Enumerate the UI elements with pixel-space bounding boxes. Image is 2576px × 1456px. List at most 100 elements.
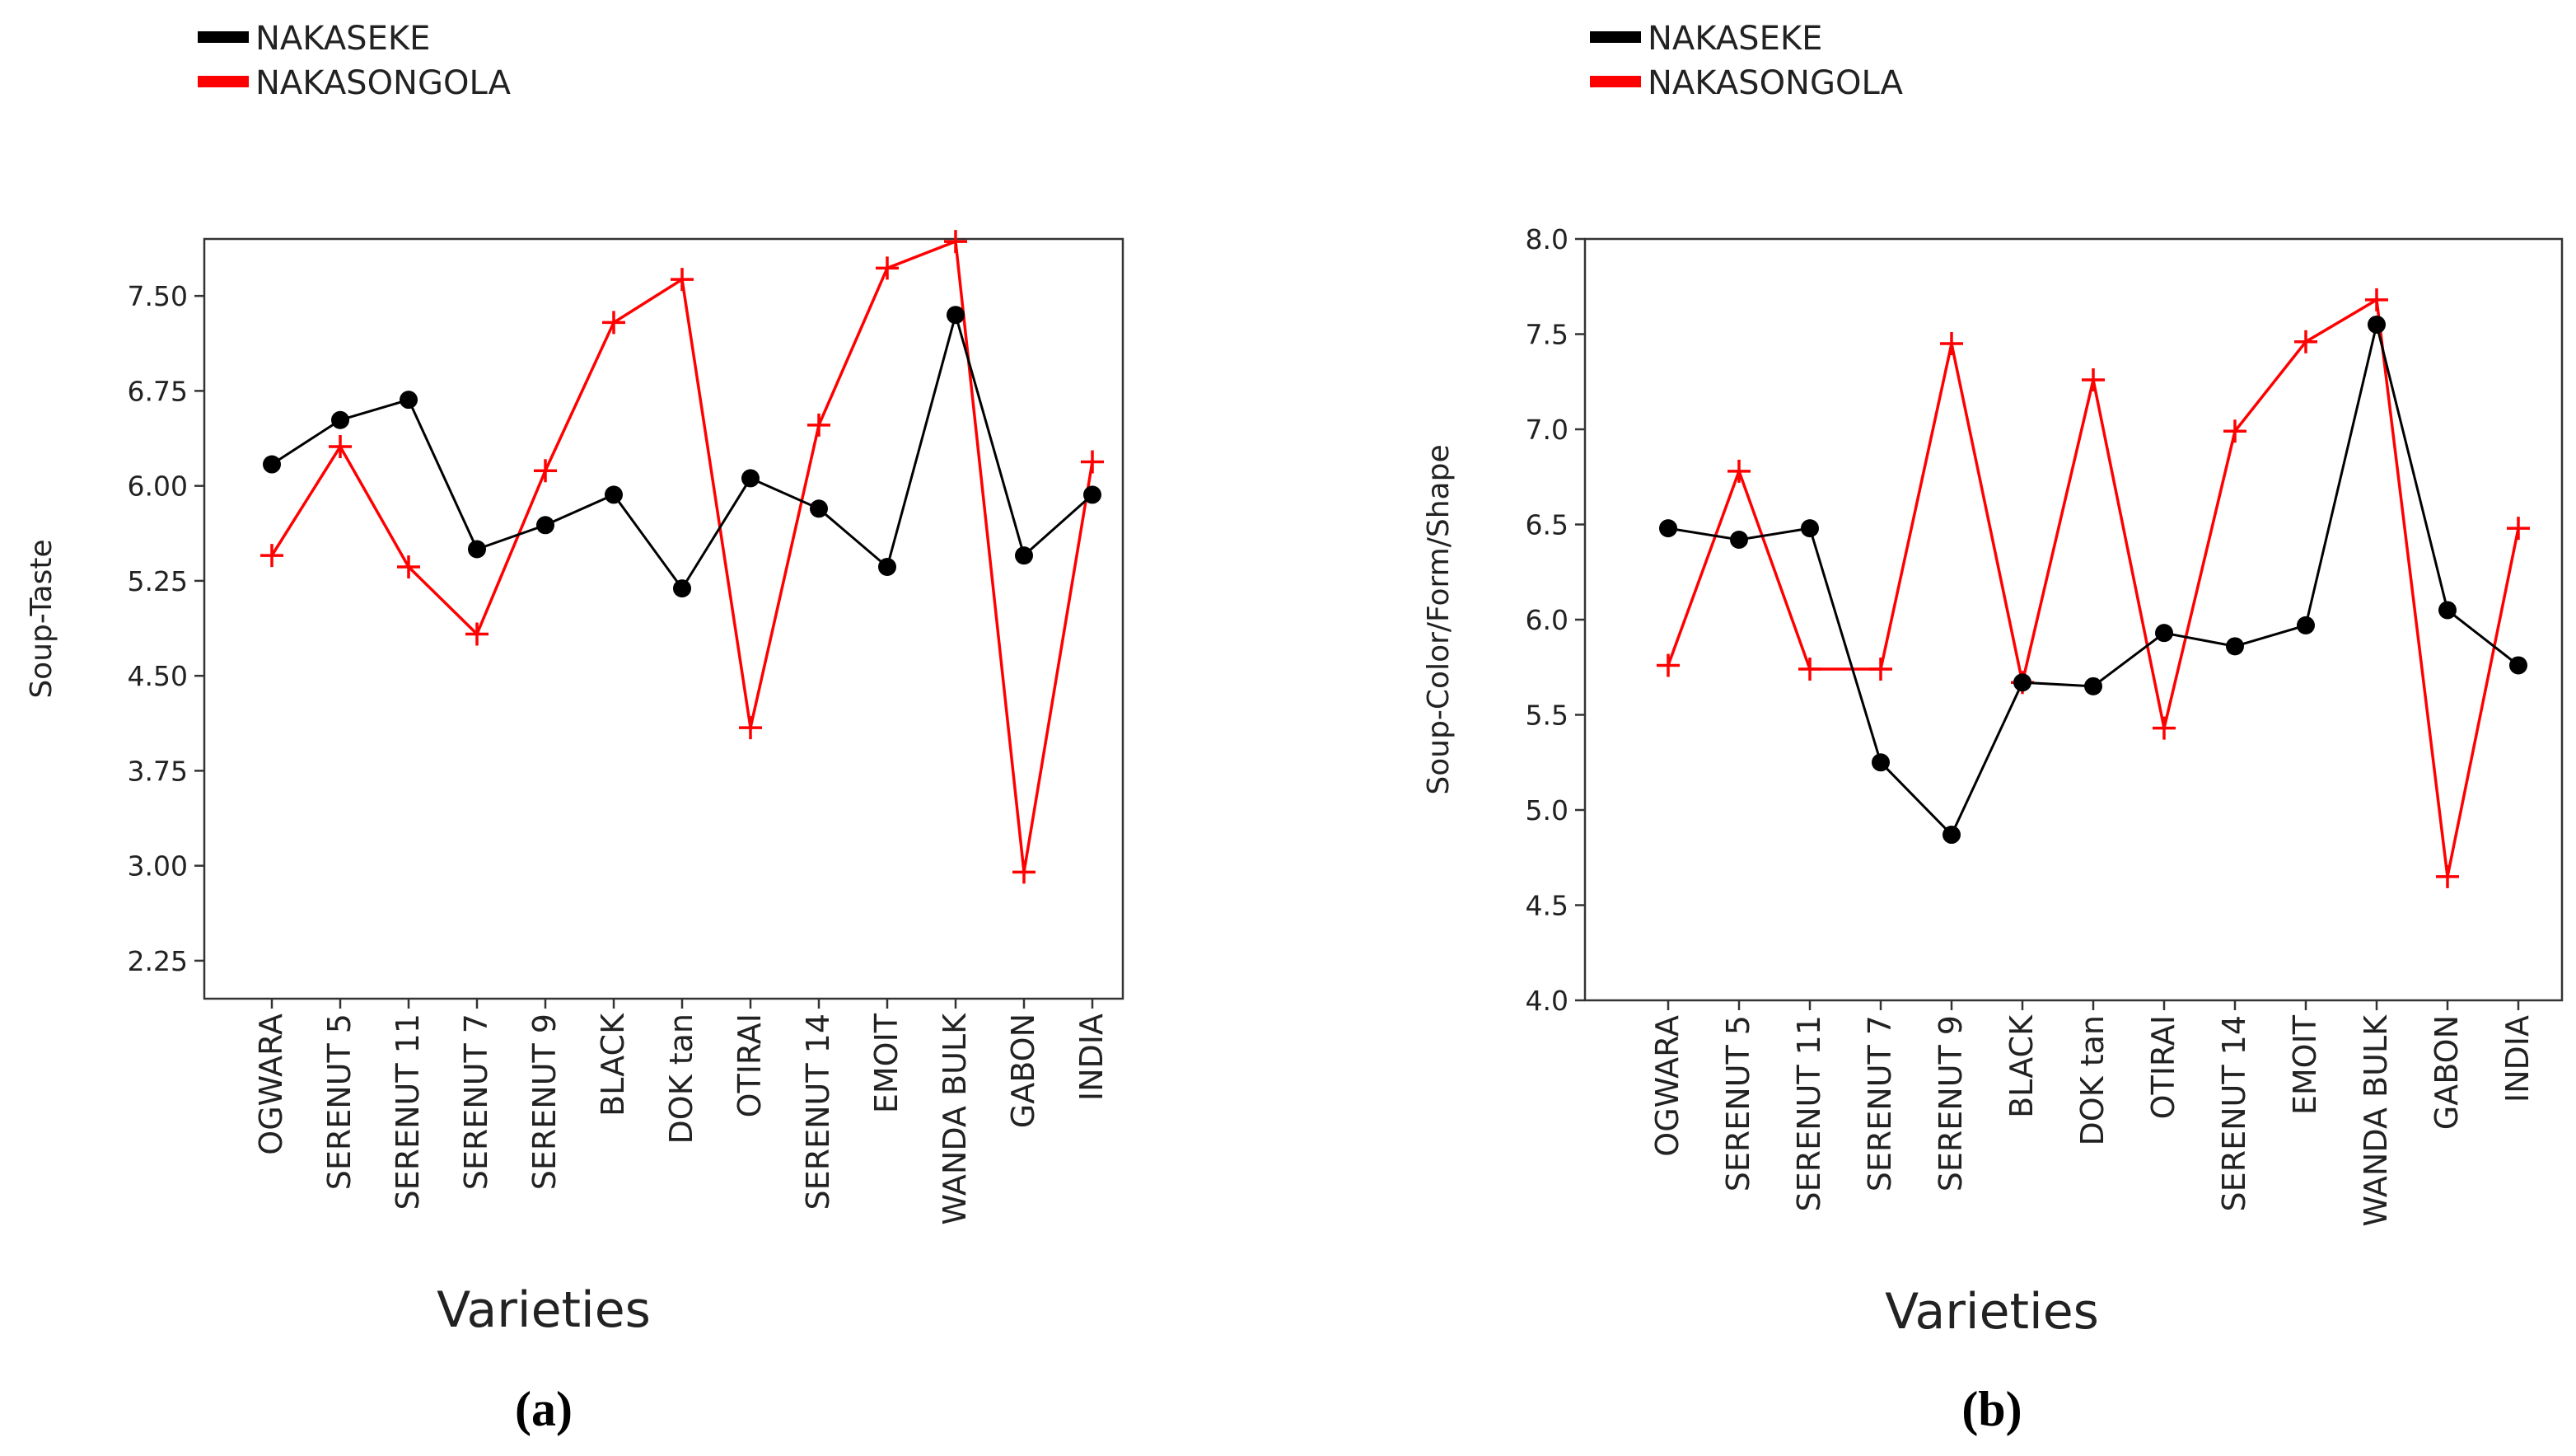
- x-tick-label: GABON: [1005, 1014, 1041, 1128]
- data-point: [2507, 517, 2530, 541]
- data-point: [2368, 315, 2386, 334]
- x-axis-label: Varieties: [1885, 1283, 2099, 1341]
- y-tick-label: 6.0: [1526, 604, 1569, 636]
- y-tick-label: 7.50: [128, 280, 188, 312]
- x-tick-label: WANDA BULK: [2358, 1014, 2394, 1227]
- data-point: [807, 413, 830, 437]
- y-tick-label: 8.0: [1526, 223, 1569, 255]
- data-point: [602, 311, 625, 335]
- x-tick-label: INDIA: [1073, 1014, 1110, 1101]
- x-tick-label: SERENUT 5: [321, 1014, 358, 1190]
- x-tick-label: BLACK: [2003, 1014, 2040, 1118]
- data-point: [2226, 637, 2244, 656]
- data-point: [1012, 860, 1036, 884]
- x-tick-label: GABON: [2429, 1015, 2465, 1130]
- data-point: [1730, 530, 1748, 549]
- data-point: [1801, 519, 1819, 538]
- legend-label: NAKASEKE: [1648, 20, 1822, 58]
- y-tick-label: 6.5: [1526, 509, 1569, 541]
- data-point: [263, 455, 281, 474]
- y-tick-label: 5.5: [1526, 700, 1569, 732]
- data-point: [1083, 485, 1101, 504]
- data-point: [2365, 288, 2388, 311]
- data-point: [1657, 653, 1680, 677]
- x-tick-label: DOK tan: [663, 1014, 699, 1144]
- x-tick-label: SERENUT 9: [1933, 1015, 1969, 1191]
- data-point: [1798, 658, 1821, 681]
- x-tick-label: OTIRAI: [2145, 1015, 2181, 1119]
- data-point: [536, 516, 554, 535]
- data-point: [2436, 864, 2459, 888]
- x-tick-label: SERENUT 5: [1720, 1015, 1756, 1191]
- panel-label: (a): [515, 1382, 573, 1436]
- y-tick-label: 4.50: [128, 660, 188, 692]
- x-tick-label: DOK tan: [2074, 1015, 2111, 1145]
- data-point: [673, 579, 691, 598]
- data-point: [468, 540, 486, 559]
- legend-label: NAKASONGOLA: [255, 64, 512, 102]
- x-tick-label: SERENUT 11: [390, 1014, 426, 1210]
- data-point: [2155, 624, 2173, 643]
- data-point: [2294, 330, 2317, 353]
- y-axis-label: Soup-Color/Form/Shape: [1422, 444, 1456, 794]
- data-point: [397, 555, 420, 578]
- y-tick-label: 4.0: [1526, 985, 1569, 1017]
- y-tick-label: 3.00: [128, 850, 188, 882]
- x-tick-label: SERENUT 14: [800, 1014, 836, 1210]
- data-point: [1015, 546, 1033, 565]
- x-tick-label: EMOIT: [868, 1013, 905, 1113]
- data-point: [810, 499, 828, 518]
- x-tick-label: EMOIT: [2287, 1014, 2323, 1115]
- data-point: [2297, 616, 2315, 634]
- data-point: [944, 230, 967, 254]
- chart-panel-a: NAKASEKE NAKASONGOLA 2.25 3.00 3.75 4.50 5.25 6…: [25, 20, 1124, 1436]
- data-point: [2084, 677, 2102, 695]
- data-point: [1727, 459, 1751, 483]
- data-point: [876, 256, 899, 280]
- data-point: [2153, 716, 2176, 740]
- x-tick-label: WANDA BULK: [937, 1013, 973, 1225]
- data-point: [1872, 753, 1890, 772]
- x-tick-label: OTIRAI: [732, 1014, 768, 1117]
- x-tick-label: OGWARA: [1649, 1015, 1685, 1157]
- data-point: [2438, 601, 2457, 620]
- data-point: [2082, 368, 2105, 391]
- x-axis-label: Varieties: [437, 1281, 651, 1339]
- data-point: [1081, 450, 1104, 474]
- y-tick-label: 3.75: [128, 755, 188, 787]
- data-point: [534, 459, 557, 483]
- y-tick-label: 5.0: [1526, 794, 1569, 826]
- data-point: [2509, 656, 2527, 675]
- legend-label: NAKASEKE: [255, 20, 430, 58]
- panel-label: (b): [1961, 1382, 2022, 1436]
- x-tick-label: SERENUT 7: [458, 1014, 494, 1190]
- x-tick-label: OGWARA: [253, 1014, 289, 1155]
- data-point: [605, 485, 623, 504]
- x-tick-label: SERENUT 14: [2216, 1015, 2252, 1211]
- data-point: [465, 622, 489, 646]
- y-tick-label: 2.25: [128, 945, 188, 977]
- x-tick-label: BLACK: [595, 1013, 631, 1117]
- data-point: [1659, 519, 1677, 538]
- legend-label: NAKASONGOLA: [1648, 64, 1904, 102]
- data-point: [741, 469, 760, 488]
- x-tick-label: INDIA: [2499, 1015, 2536, 1103]
- data-point: [947, 306, 965, 325]
- data-point: [878, 557, 896, 576]
- data-point: [329, 435, 352, 459]
- y-tick-label: 7.5: [1526, 319, 1569, 351]
- x-tick-label: SERENUT 7: [1862, 1015, 1898, 1191]
- data-point: [739, 716, 762, 740]
- data-point: [331, 410, 349, 429]
- data-point: [671, 268, 694, 292]
- y-tick-label: 5.25: [128, 565, 188, 597]
- y-tick-label: 4.5: [1526, 890, 1569, 922]
- plot-frame: [203, 237, 1124, 1000]
- y-axis-label: Soup-Taste: [25, 539, 58, 698]
- series-line: [270, 239, 1094, 873]
- x-tick-label: SERENUT 11: [1791, 1015, 1827, 1211]
- series-line: [1667, 324, 2519, 837]
- chart-panel-b: NAKASEKE NAKASONGOLA 4.0 4.5 5.0 5.5 6.0 6.5 7.0…: [1422, 20, 2564, 1436]
- data-point: [1869, 658, 1892, 681]
